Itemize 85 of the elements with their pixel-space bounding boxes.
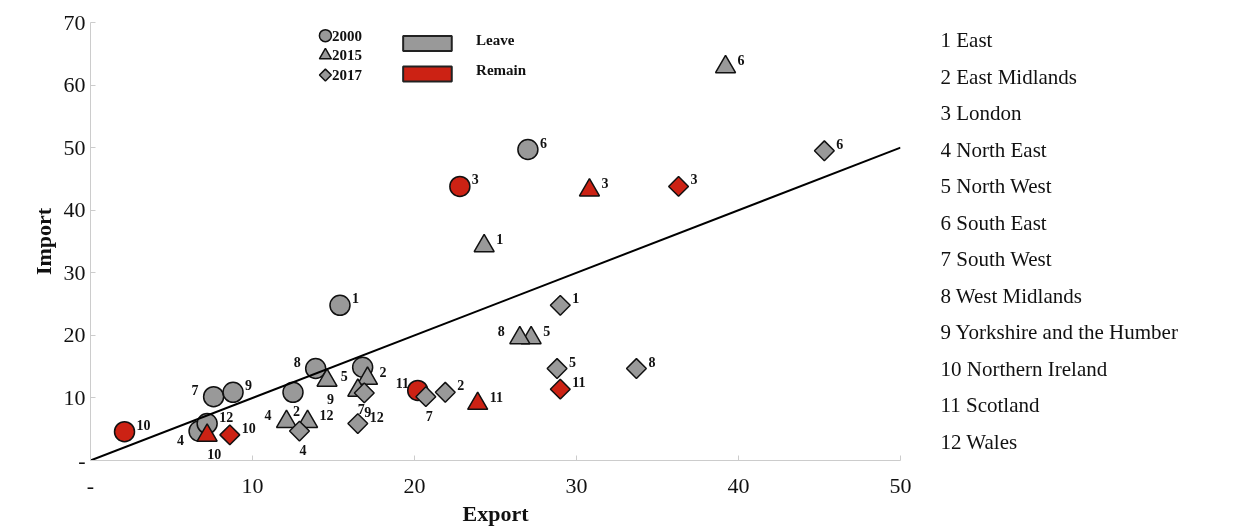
legend-label: 2017 bbox=[331, 67, 363, 84]
annotation: 6 bbox=[737, 52, 745, 68]
annotation: 2 bbox=[457, 378, 465, 394]
annotation: 3 bbox=[471, 172, 479, 188]
annotation: 5 bbox=[569, 354, 577, 370]
legend-label: Remain bbox=[476, 62, 527, 79]
point bbox=[329, 294, 351, 317]
annotation: 9 bbox=[245, 378, 253, 394]
point bbox=[813, 140, 836, 162]
point bbox=[288, 420, 311, 442]
point bbox=[625, 357, 648, 380]
y-tick-label: 10 bbox=[63, 384, 86, 410]
annotation: 4 bbox=[299, 443, 307, 459]
legend-label: Leave bbox=[476, 31, 515, 48]
annotation: 10 bbox=[136, 417, 151, 433]
text: 7 South West bbox=[940, 247, 1052, 272]
annotation: 8 bbox=[648, 354, 656, 370]
point bbox=[113, 420, 136, 443]
point bbox=[549, 378, 571, 400]
annotation: 2 bbox=[379, 364, 387, 380]
annotation: 12 bbox=[219, 409, 234, 425]
text: 4 North East bbox=[940, 137, 1047, 162]
point bbox=[219, 424, 241, 446]
annotation: 10 bbox=[207, 447, 222, 463]
annotation: 1 bbox=[351, 291, 359, 307]
x-tick-label: 40 bbox=[727, 472, 750, 498]
y-tick-label: - bbox=[78, 447, 86, 473]
y-tick-label: 30 bbox=[63, 259, 86, 285]
annotation: 9 bbox=[327, 392, 335, 408]
x-tick-label: 20 bbox=[403, 472, 426, 498]
text: 10 Northern Ireland bbox=[940, 356, 1108, 381]
text: 8 West Midlands bbox=[940, 283, 1082, 308]
point bbox=[517, 138, 539, 161]
text: 11 Scotland bbox=[940, 393, 1040, 418]
point bbox=[202, 385, 225, 408]
y-tick-label: 70 bbox=[63, 9, 86, 35]
point bbox=[282, 381, 304, 404]
y-axis-title: Import bbox=[30, 207, 56, 276]
point bbox=[222, 381, 244, 404]
annotation: 8 bbox=[293, 354, 301, 370]
point bbox=[546, 357, 568, 380]
annotation: 7 bbox=[425, 408, 433, 424]
point bbox=[667, 175, 690, 198]
text: 5 North West bbox=[940, 174, 1052, 199]
annotation: 9 bbox=[364, 404, 372, 420]
annotation: 4 bbox=[264, 407, 272, 423]
annotation: 7 bbox=[357, 402, 365, 418]
annotation: 11 bbox=[489, 389, 503, 405]
text: 1 East bbox=[940, 28, 993, 53]
legend-label: 2000 bbox=[331, 27, 362, 44]
annotation: 5 bbox=[340, 369, 348, 385]
text: 12 Wales bbox=[940, 429, 1018, 454]
annotation: 11 bbox=[572, 375, 586, 391]
annotation: 6 bbox=[539, 135, 547, 151]
text: 6 South East bbox=[940, 210, 1047, 235]
annotation: 11 bbox=[395, 376, 409, 392]
annotation: 1 bbox=[572, 291, 580, 307]
annotation: 12 bbox=[319, 407, 334, 423]
point bbox=[415, 386, 437, 408]
point bbox=[449, 175, 471, 198]
y-tick-label: 20 bbox=[63, 322, 86, 348]
text: 3 London bbox=[940, 101, 1023, 126]
point bbox=[434, 381, 456, 403]
text: 9 Yorkshire and the Humber bbox=[940, 320, 1178, 345]
x-tick-label: 30 bbox=[565, 472, 588, 498]
annotation: 3 bbox=[601, 176, 609, 192]
annotation: 10 bbox=[241, 420, 256, 436]
x-tick-label: 50 bbox=[889, 472, 912, 498]
annotation: 2 bbox=[293, 404, 300, 420]
annotation: 1 bbox=[496, 231, 504, 247]
y-tick-label: 50 bbox=[63, 134, 86, 160]
annotation: 4 bbox=[177, 433, 185, 449]
text: 2 East Midlands bbox=[940, 64, 1077, 89]
annotation: 6 bbox=[836, 136, 844, 152]
annotation: 3 bbox=[690, 172, 698, 188]
point bbox=[549, 294, 571, 316]
y-tick-label: 60 bbox=[63, 72, 86, 98]
y-tick-label: 40 bbox=[63, 197, 86, 223]
annotation: 7 bbox=[191, 382, 199, 398]
legend-label: 2015 bbox=[331, 47, 362, 64]
annotation: 5 bbox=[543, 323, 551, 339]
x-axis-title: Export bbox=[462, 500, 530, 526]
point bbox=[353, 382, 375, 404]
annotation: 8 bbox=[497, 323, 505, 339]
x-tick-label: 10 bbox=[241, 472, 264, 498]
